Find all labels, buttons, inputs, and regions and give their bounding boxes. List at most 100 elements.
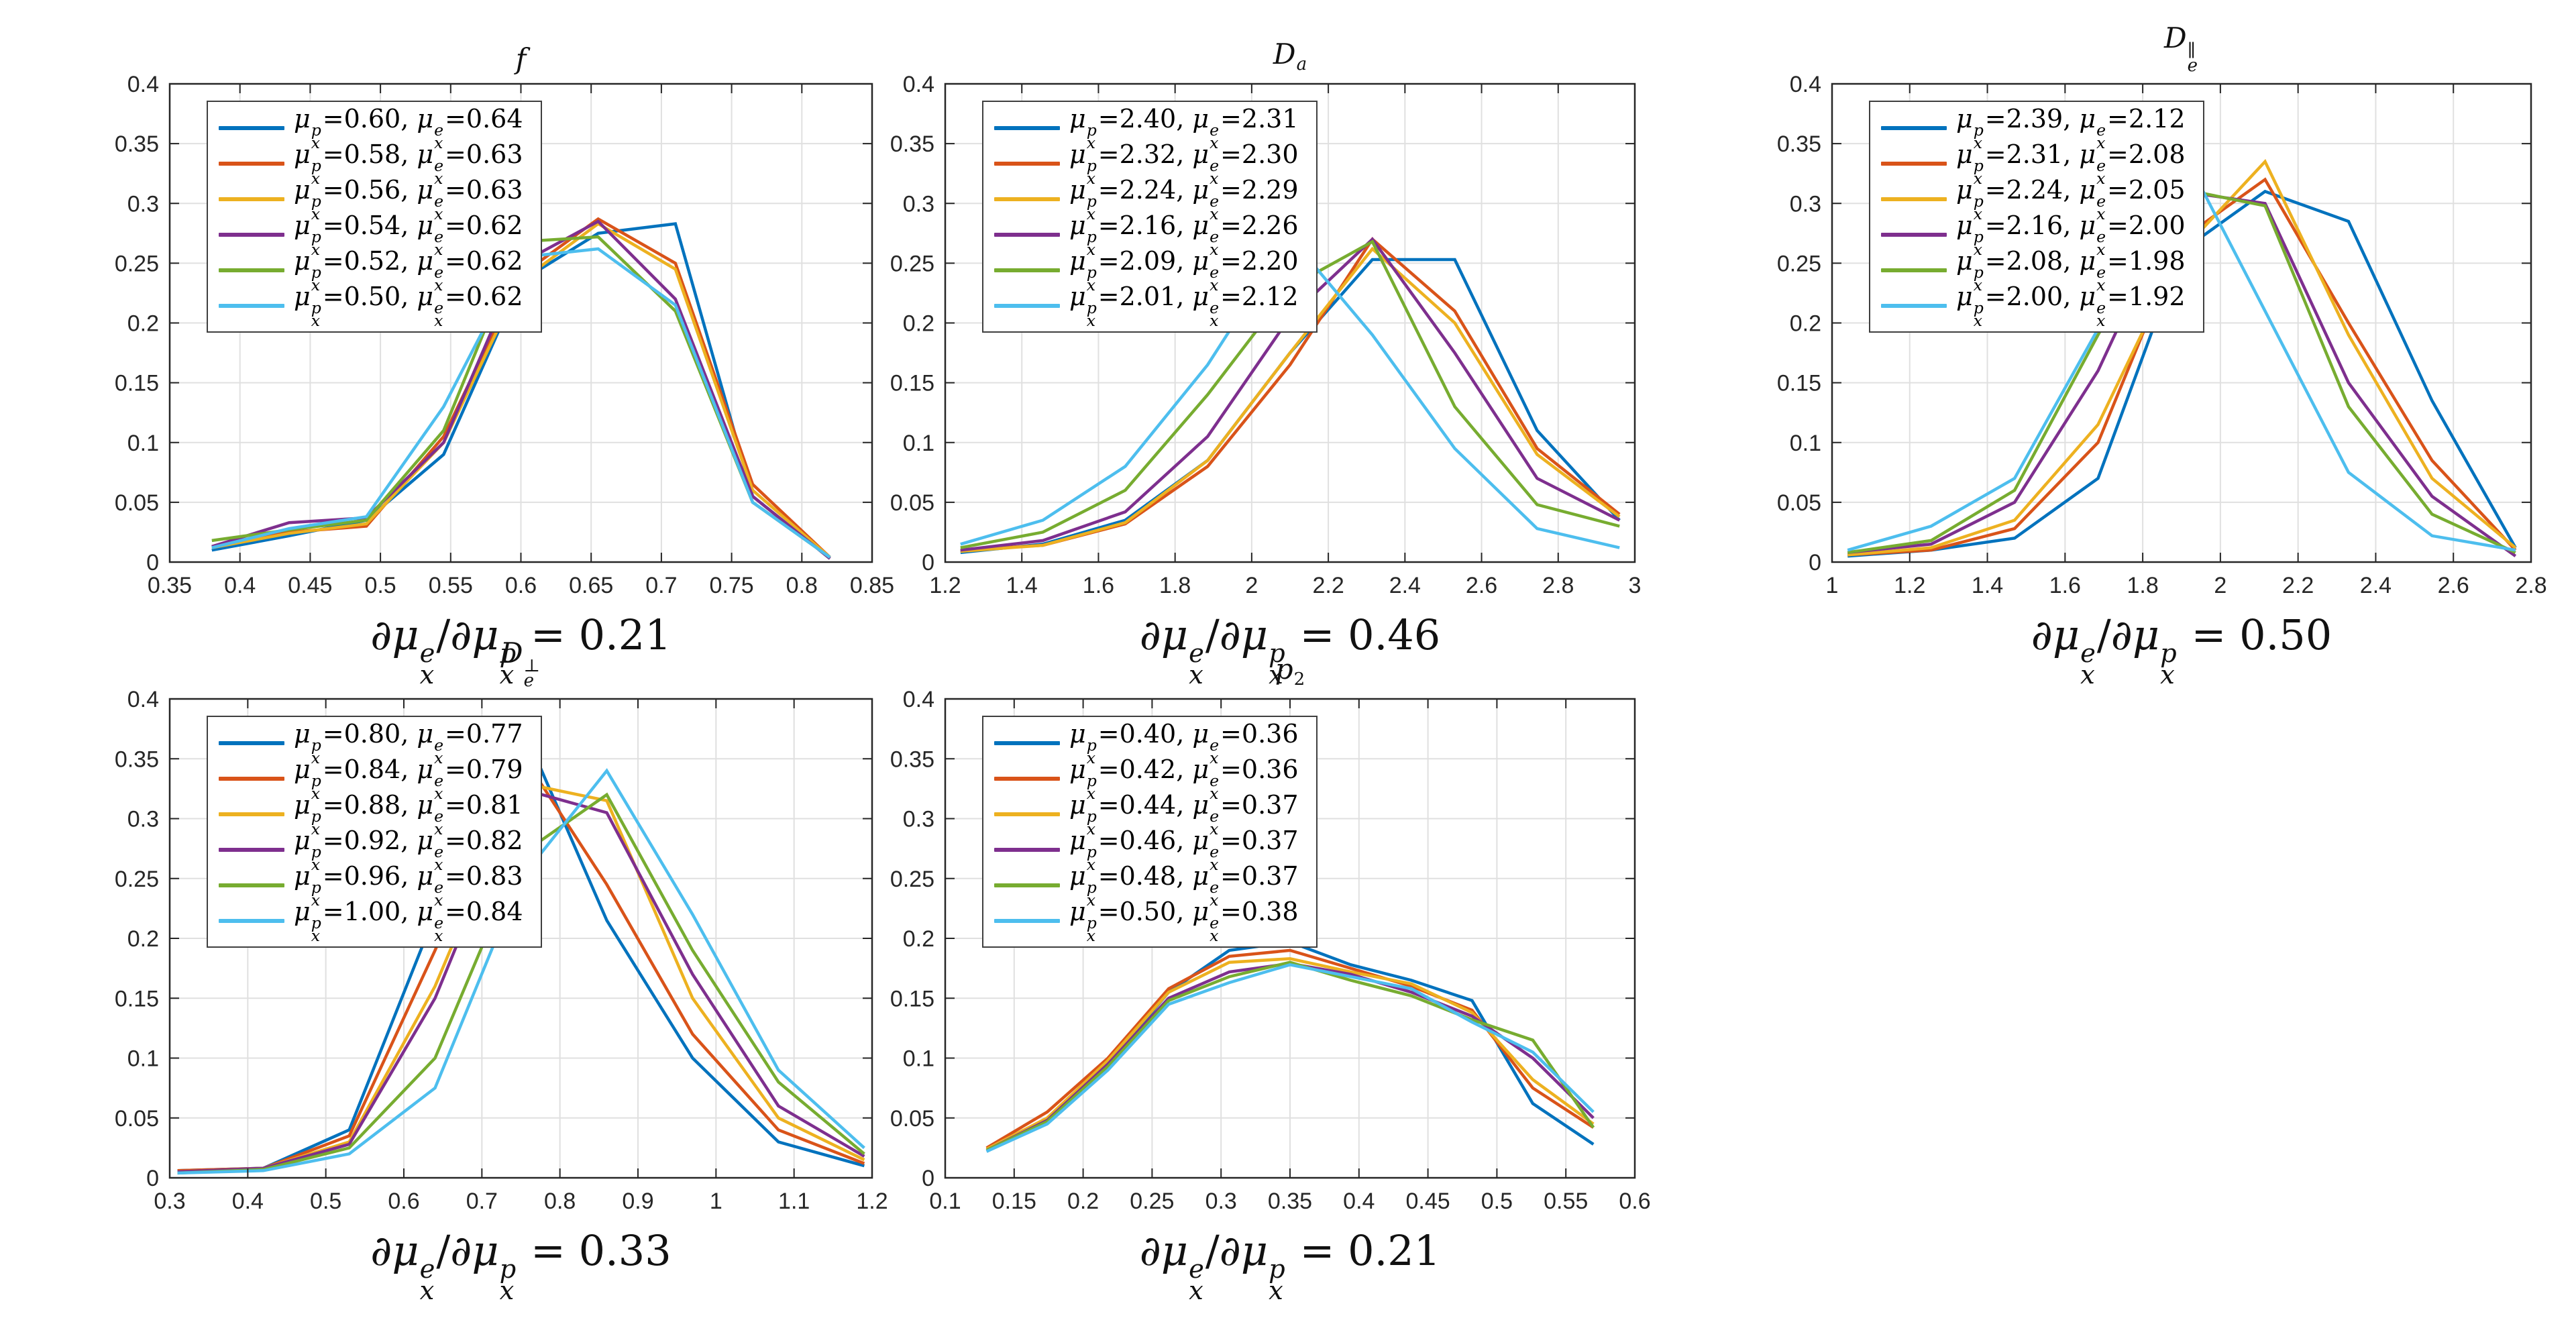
x-tick-label: 0.5 xyxy=(364,573,396,598)
legend-label: μ p x =0.48, μ e x =0.37 xyxy=(1069,861,1299,910)
subplot-3-title: D ∥ e xyxy=(2163,21,2198,76)
subplot-4-xlabel: ∂μ e x/∂μ p x = 0.33 xyxy=(370,1226,672,1306)
y-tick-label: 0.4 xyxy=(903,72,934,97)
y-tick-label: 0.2 xyxy=(1790,311,1821,337)
legend-line-sample xyxy=(219,740,284,745)
series-line-3 xyxy=(960,246,1621,553)
legend-line-sample xyxy=(219,303,284,308)
y-tick-label: 0.25 xyxy=(890,251,934,276)
legend-line-sample xyxy=(1881,303,1947,308)
legend-entry: μ p x =0.50, μ e x =0.62 xyxy=(219,284,523,329)
x-tick-label: 2.6 xyxy=(2438,573,2469,598)
legend-entry: μ p x =2.24, μ e x =2.29 xyxy=(994,177,1299,222)
legend-label: μ p x =0.80, μ e x =0.77 xyxy=(294,718,523,767)
legend-entry: μ p x =0.54, μ e x =0.62 xyxy=(219,213,523,258)
legend-label: μ p x =2.39, μ e x =2.12 xyxy=(1956,103,2186,152)
legend-line-sample xyxy=(994,776,1060,781)
y-tick-label: 0.15 xyxy=(890,986,934,1011)
subplot-5-legend: μ p x =0.40, μ e x =0.36 μ p x =0.42, μ e x =0.36 μ p x =… xyxy=(982,716,1318,948)
x-tick-label: 2.2 xyxy=(1312,573,1344,598)
legend-label: μ p x =2.16, μ e x =2.26 xyxy=(1069,210,1299,259)
legend-line-sample xyxy=(994,740,1060,745)
legend-line-sample xyxy=(1881,197,1947,201)
legend-line-sample xyxy=(219,232,284,237)
legend-line-sample xyxy=(994,847,1060,852)
subplot-2-xlabel: ∂μ e x/∂μ p x = 0.46 xyxy=(1139,610,1441,690)
x-tick-label: 0.7 xyxy=(466,1189,498,1214)
legend-label: μ p x =2.32, μ e x =2.30 xyxy=(1069,139,1299,188)
subplot-4-title: D ⊥ e xyxy=(500,637,541,691)
y-tick-label: 0.35 xyxy=(890,131,934,157)
y-tick-label: 0.35 xyxy=(890,747,934,772)
legend-entry: μ p x =0.92, μ e x =0.82 xyxy=(219,828,523,873)
y-tick-label: 0.05 xyxy=(115,490,159,516)
legend-entry: μ p x =2.32, μ e x =2.30 xyxy=(994,142,1299,186)
legend-entry: μ p x =2.40, μ e x =2.31 xyxy=(994,106,1299,151)
x-tick-label: 0.75 xyxy=(710,573,754,598)
x-tick-label: 0.5 xyxy=(310,1189,341,1214)
y-tick-label: 0 xyxy=(922,1166,934,1191)
legend-label: μ p x =0.88, μ e x =0.81 xyxy=(294,789,523,838)
series-line-5 xyxy=(985,960,1595,1152)
script-stack: ∥ e xyxy=(2187,41,2198,76)
subplot-2-title: Da xyxy=(1273,37,1307,74)
y-tick-label: 0.1 xyxy=(127,431,159,456)
subplot-3-xlabel: ∂μ e x/∂μ p x = 0.50 xyxy=(2031,610,2332,690)
subplot-3-legend: μ p x =2.39, μ e x =2.12 μ p x =2.31, μ e x =2.08 μ p x =… xyxy=(1869,101,2204,333)
script-stack: ⊥ e xyxy=(523,656,541,691)
legend-entry: μ p x =0.96, μ e x =0.83 xyxy=(219,863,523,908)
legend-line-sample xyxy=(219,125,284,130)
legend-entry: μ p x =2.31, μ e x =2.08 xyxy=(1881,142,2186,186)
y-tick-label: 0.3 xyxy=(127,191,159,217)
legend-line-sample xyxy=(994,883,1060,887)
legend-label: μ p x =2.24, μ e x =2.29 xyxy=(1069,174,1299,223)
x-tick-label: 0.45 xyxy=(288,573,332,598)
legend-entry: μ p x =1.00, μ e x =0.84 xyxy=(219,899,523,944)
x-tick-label: 1.6 xyxy=(2049,573,2081,598)
y-tick-label: 0 xyxy=(1809,550,1821,575)
legend-label: μ p x =2.24, μ e x =2.05 xyxy=(1956,174,2186,223)
legend-entry: μ p x =2.00, μ e x =1.92 xyxy=(1881,284,2186,329)
subplot-da: Da 1.2 1.4 1.6 1.8 2 2.2 2.4 2.6 2.8 3 0 0.05 0.1 0.15… xyxy=(890,40,1642,688)
x-tick-label: 0.35 xyxy=(1268,1189,1312,1214)
legend-line-sample xyxy=(994,125,1060,130)
x-tick-label: 1.8 xyxy=(2127,573,2158,598)
legend-entry: μ p x =0.56, μ e x =0.63 xyxy=(219,177,523,222)
legend-entry: μ p x =0.42, μ e x =0.36 xyxy=(994,757,1299,802)
y-tick-label: 0.4 xyxy=(127,687,159,712)
legend-line-sample xyxy=(1881,268,1947,272)
legend-entry: μ p x =0.50, μ e x =0.38 xyxy=(994,899,1299,944)
